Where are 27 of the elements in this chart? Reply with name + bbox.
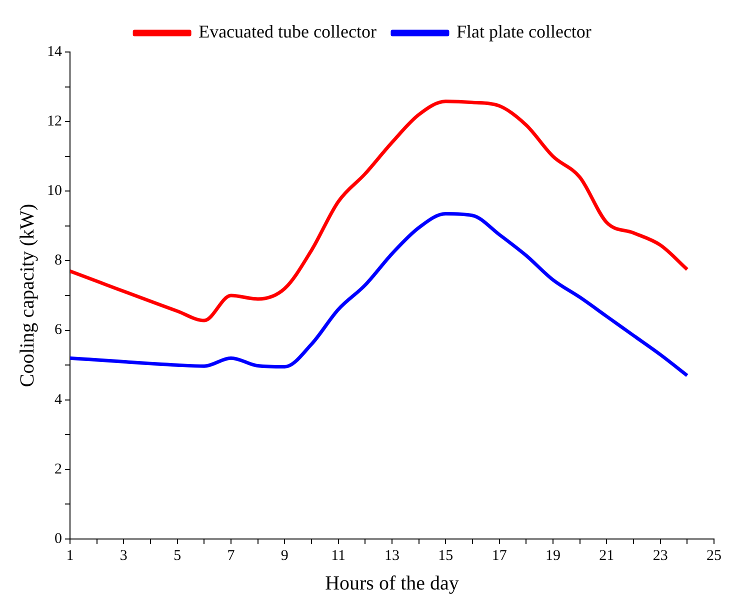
- legend-label: Evacuated tube collector: [198, 22, 376, 42]
- x-tick-label: 15: [438, 548, 454, 564]
- line-series: [70, 100, 689, 322]
- x-tick-label: 25: [706, 548, 722, 564]
- y-tick-label: 2: [54, 461, 62, 478]
- x-tick-label: 21: [599, 548, 614, 564]
- x-tick-label: 17: [492, 548, 508, 564]
- y-tick-label: 12: [47, 114, 62, 130]
- y-tick-label: 8: [54, 252, 62, 269]
- x-tick-label: 7: [227, 548, 236, 564]
- x-tick-label: 9: [280, 548, 288, 564]
- x-axis-title: Hours of the day: [325, 572, 459, 594]
- y-tick-label: 6: [54, 322, 62, 338]
- legend-label: Flat plate collector: [456, 22, 592, 42]
- y-tick-label: 0: [54, 530, 62, 547]
- y-tick-label: 14: [47, 44, 62, 60]
- y-axis-title: Cooling capacity (kW): [16, 204, 38, 388]
- x-tick-label: 5: [174, 548, 182, 564]
- x-tick-label: 3: [120, 548, 128, 564]
- x-tick-label: 1: [66, 548, 74, 564]
- y-tick-label: 10: [47, 183, 62, 200]
- x-tick-label: 11: [331, 548, 346, 564]
- y-tick-label: 4: [54, 392, 62, 408]
- x-tick-label: 23: [652, 548, 668, 564]
- x-tick-label: 13: [384, 548, 400, 564]
- line-series: [70, 212, 689, 378]
- x-tick-label: 19: [546, 548, 560, 564]
